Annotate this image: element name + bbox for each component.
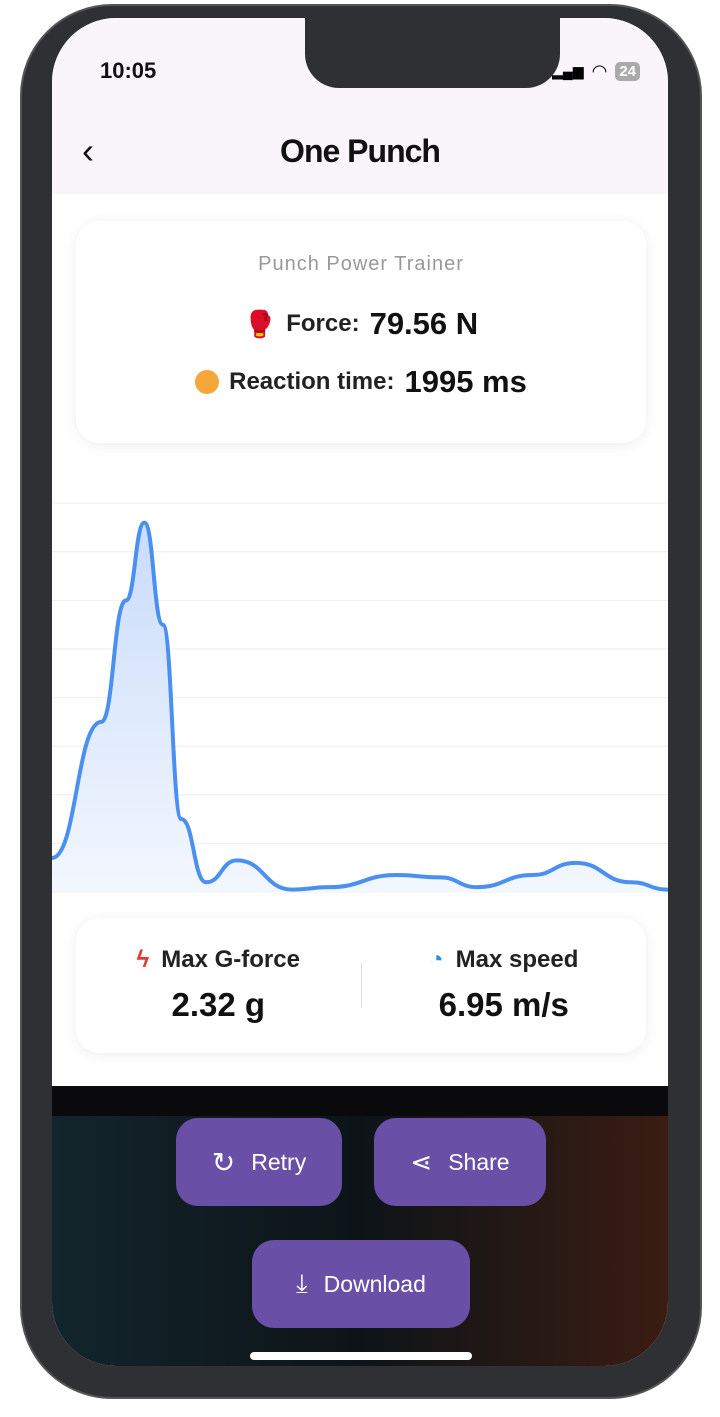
retry-button[interactable]: ↻ Retry: [176, 1118, 342, 1206]
force-value: 79.56 N: [369, 306, 479, 341]
home-indicator: [250, 1352, 472, 1360]
status-time: 10:05: [100, 58, 157, 83]
speed-stat: ◔ Max speed 6.95 m/s: [362, 918, 647, 1053]
screen: 10:05 ▂▄▆ ◠ 24 ‹ One Punch Punch Power T…: [52, 18, 668, 1366]
force-row: 🥊 Force: 79.56 N: [76, 306, 646, 342]
wifi-icon: ◠: [591, 61, 608, 81]
gforce-label: Max G-force: [161, 946, 300, 973]
share-icon: ⋖: [410, 1146, 433, 1177]
chart-line: [52, 520, 668, 892]
force-label: Force:: [286, 310, 360, 337]
reaction-value: 1995 ms: [404, 364, 527, 399]
battery-icon: 24: [615, 62, 640, 81]
signal-icon: ▂▄▆: [552, 63, 584, 79]
divider: [360, 963, 362, 1008]
refresh-icon: ↻: [211, 1146, 236, 1178]
background-top-band: [52, 1086, 668, 1116]
chart-area: [52, 522, 668, 892]
share-label: Share: [448, 1148, 510, 1175]
stats-card: ϟ Max G-force 2.32 g ◔ Max speed 6.95 m/s: [76, 918, 646, 1053]
reaction-row: Reaction time: 1995 ms: [76, 364, 646, 400]
speedometer-icon: ◔: [429, 946, 444, 973]
download-label: Download: [323, 1270, 426, 1297]
lightning-icon: ϟ: [136, 946, 150, 973]
reaction-label: Reaction time:: [229, 368, 395, 395]
boxing-glove-icon: 🥊: [243, 308, 277, 339]
page-title: One Punch: [280, 133, 441, 169]
share-button[interactable]: ⋖ Share: [374, 1118, 546, 1206]
gforce-stat: ϟ Max G-force 2.32 g: [76, 918, 361, 1053]
back-button[interactable]: ‹: [82, 130, 94, 171]
speed-label: Max speed: [455, 946, 579, 973]
speed-value: 6.95 m/s: [438, 986, 569, 1023]
summary-card: Punch Power Trainer 🥊 Force: 79.56 N Rea…: [76, 221, 646, 443]
force-chart: [52, 502, 668, 893]
stopwatch-icon: [195, 370, 220, 394]
download-button[interactable]: ⤓ Download: [252, 1240, 470, 1328]
download-icon: ⤓: [296, 1268, 308, 1298]
notch: [305, 18, 560, 88]
summary-subtitle: Punch Power Trainer: [258, 253, 464, 275]
status-icons: ▂▄▆ ◠ 24: [552, 61, 640, 82]
retry-label: Retry: [251, 1148, 307, 1175]
gforce-value: 2.32 g: [171, 986, 266, 1023]
